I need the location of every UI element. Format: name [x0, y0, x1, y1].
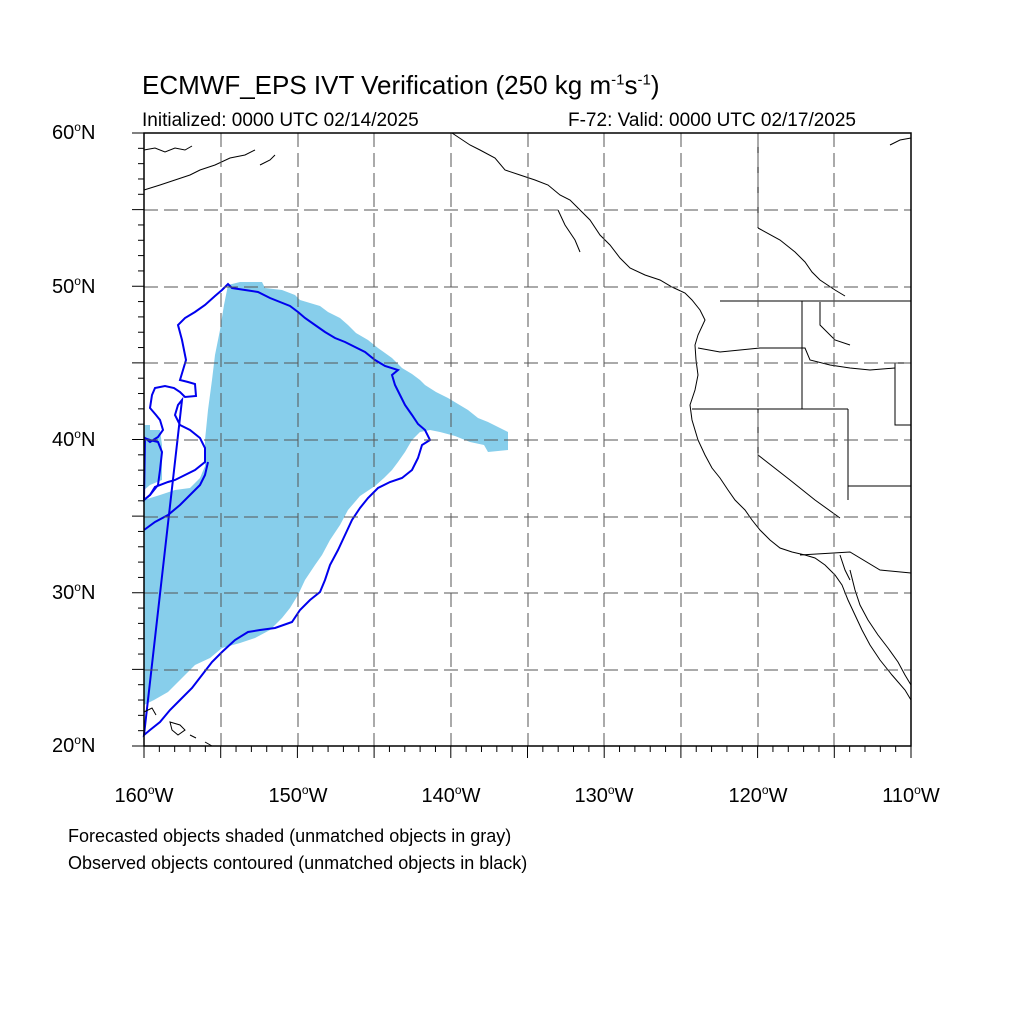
lon-label-140w: 140oW: [421, 783, 481, 807]
footnote-observed: Observed objects contoured (unmatched ob…: [68, 853, 528, 873]
coastlines: [143, 132, 912, 747]
valid-time: F-72: Valid: 0000 UTC 02/17/2025: [568, 110, 856, 131]
observed-ivt-contour-south: [143, 461, 209, 531]
lat-label-50: 50oN: [52, 274, 96, 298]
political-borders: [692, 133, 912, 574]
lat-label-30: 30oN: [52, 580, 96, 604]
forecast-ivt-object-main: [144, 282, 508, 705]
footnote-forecast: Forecasted objects shaded (unmatched obj…: [68, 826, 512, 846]
lat-label-60: 60oN: [52, 120, 96, 144]
axis-ticks: [132, 132, 912, 758]
initialized-time: Initialized: 0000 UTC 02/14/2025: [142, 110, 419, 131]
graticule: [144, 133, 911, 746]
lon-label-150w: 150oW: [268, 783, 328, 807]
lon-label-160w: 160oW: [114, 783, 174, 807]
lon-label-110w: 110oW: [882, 783, 940, 807]
page-title: ECMWF_EPS IVT Verification (250 kg m-1s-…: [142, 70, 660, 100]
lat-label-40: 40oN: [52, 427, 96, 451]
lon-label-120w: 120oW: [728, 783, 788, 807]
lon-label-130w: 130oW: [574, 783, 634, 807]
lat-label-20: 20oN: [52, 733, 96, 757]
